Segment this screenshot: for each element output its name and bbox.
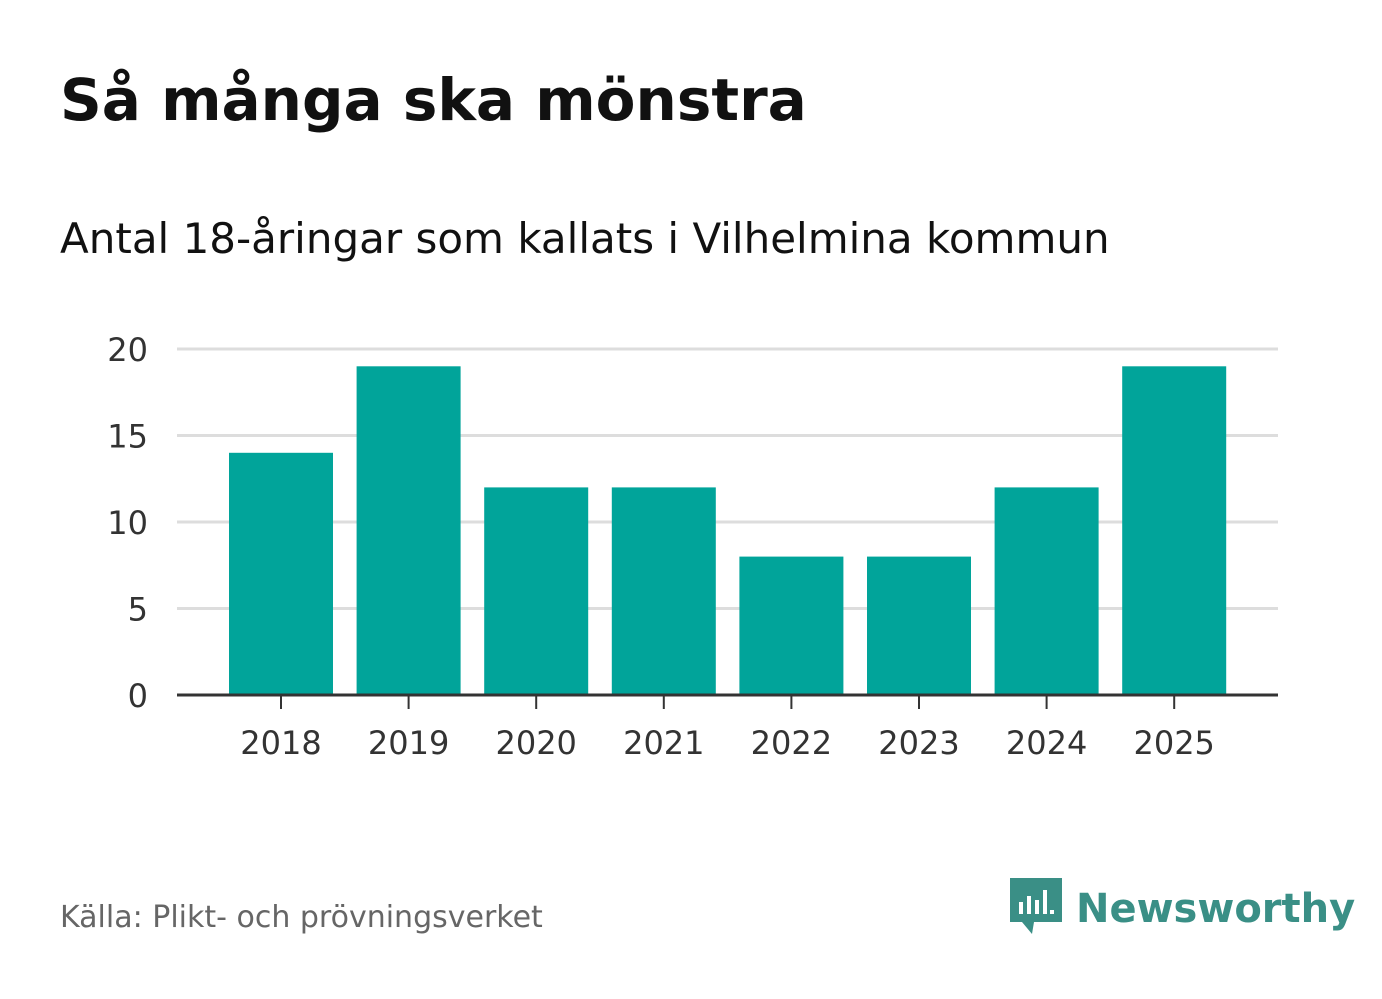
- x-tick-label: 2020: [495, 724, 576, 762]
- x-tick-label: 2021: [623, 724, 704, 762]
- x-tick-label: 2018: [240, 724, 321, 762]
- y-tick-label: 0: [128, 677, 148, 715]
- x-tick-label: 2023: [878, 724, 959, 762]
- y-tick-label: 10: [107, 504, 148, 542]
- y-tick-label: 20: [107, 331, 148, 369]
- bars: [229, 366, 1227, 695]
- y-tick-label: 5: [128, 591, 148, 629]
- source-note: Källa: Plikt- och prövningsverket: [60, 900, 543, 935]
- axes: 0 5 10 15 20 2018 2019 2020 2021 2022 2023 2024 2025: [107, 331, 1278, 762]
- bar-2019: [356, 366, 461, 695]
- bar-2018: [229, 452, 333, 695]
- x-tick-label: 2019: [368, 724, 449, 762]
- y-tick-label: 15: [107, 418, 148, 456]
- bar-2023: [867, 556, 971, 695]
- chart-title: Så många ska mönstra: [60, 66, 807, 134]
- bar-2024: [994, 487, 1099, 695]
- grid-lines: [177, 347, 1278, 610]
- brand-logo: Newsworthy: [1010, 878, 1355, 940]
- bar-2025: [1122, 366, 1227, 695]
- bar-2022: [739, 556, 844, 695]
- brand-name: Newsworthy: [1076, 886, 1356, 932]
- x-tick-label: 2024: [1006, 724, 1087, 762]
- chart-subtitle: Antal 18-åringar som kallats i Vilhelmin…: [60, 214, 1110, 263]
- x-tick-label: 2025: [1133, 724, 1214, 762]
- bar-2021: [611, 487, 716, 695]
- bar-2020: [484, 487, 589, 695]
- newsworthy-logo-icon: [1010, 878, 1062, 934]
- x-tick-label: 2022: [751, 724, 832, 762]
